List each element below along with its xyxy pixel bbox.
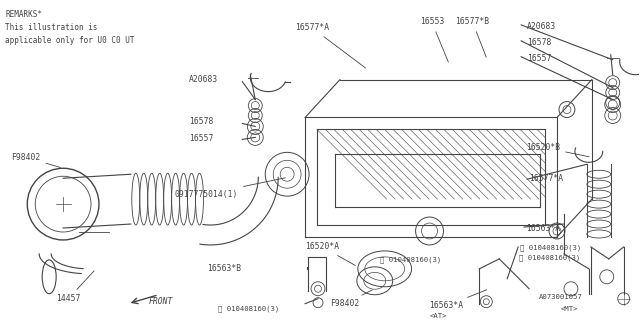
Text: 14457: 14457	[56, 271, 94, 303]
Text: 16563*B: 16563*B	[207, 264, 242, 273]
Text: 16577*B: 16577*B	[456, 17, 490, 57]
Text: F98402: F98402	[330, 290, 372, 308]
Text: A20683: A20683	[189, 75, 218, 84]
Text: 16520*A: 16520*A	[305, 243, 355, 266]
Text: A073001057: A073001057	[539, 294, 583, 300]
Text: 16578: 16578	[189, 117, 213, 126]
Text: This illustration is: This illustration is	[5, 23, 98, 32]
Text: 16563*A: 16563*A	[526, 224, 560, 233]
Text: 16577*A: 16577*A	[529, 174, 563, 183]
Text: 16553: 16553	[420, 17, 449, 62]
Text: <AT>: <AT>	[429, 313, 447, 319]
Text: 16520*B: 16520*B	[526, 143, 589, 157]
Text: F98402: F98402	[12, 153, 60, 167]
Text: Ⓑ 010408160(3): Ⓑ 010408160(3)	[218, 306, 280, 312]
Text: Ⓑ 010408160(3): Ⓑ 010408160(3)	[519, 254, 580, 260]
Text: 16557: 16557	[189, 134, 213, 143]
Text: 16577*A: 16577*A	[295, 23, 365, 68]
Text: FRONT: FRONT	[148, 297, 173, 306]
Text: 16578: 16578	[527, 38, 552, 47]
Text: Ⓑ 010408160(3): Ⓑ 010408160(3)	[520, 244, 581, 251]
Text: applicable only for U0 C0 UT: applicable only for U0 C0 UT	[5, 36, 135, 45]
Text: 16563*A: 16563*A	[429, 290, 486, 310]
Text: <MT>: <MT>	[561, 306, 579, 312]
Text: 16557: 16557	[527, 54, 552, 63]
Text: Ⓑ 010408160(3): Ⓑ 010408160(3)	[380, 257, 441, 263]
Text: 0917775014(1): 0917775014(1)	[175, 178, 285, 199]
Text: A20683: A20683	[527, 22, 556, 31]
Text: REMARKS*: REMARKS*	[5, 10, 42, 19]
